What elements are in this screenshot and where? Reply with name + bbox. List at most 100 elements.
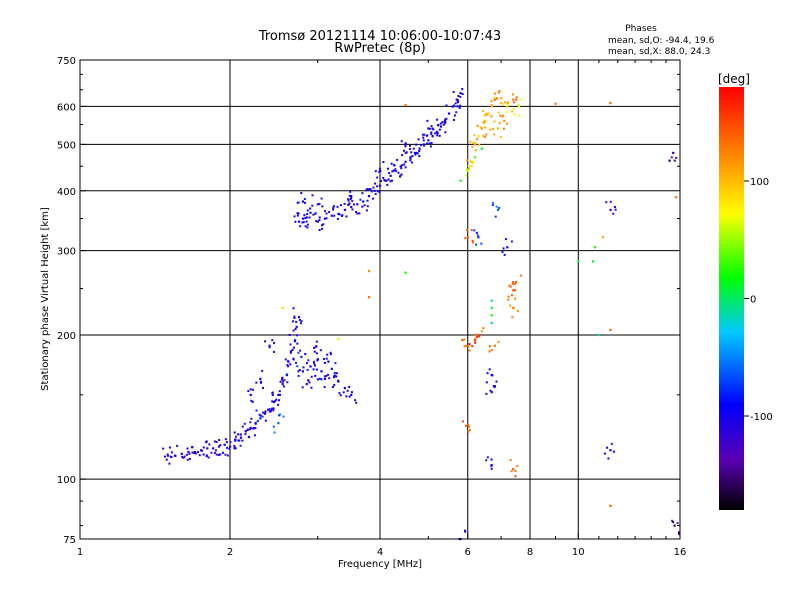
data-point: [493, 96, 496, 99]
data-point: [474, 337, 477, 340]
data-point: [333, 374, 336, 377]
data-point: [365, 209, 368, 212]
data-point: [490, 464, 493, 467]
data-point: [409, 157, 412, 160]
data-point: [350, 197, 353, 200]
data-point: [215, 440, 218, 443]
data-point: [296, 365, 299, 368]
data-point: [474, 149, 477, 152]
data-point: [412, 147, 415, 150]
data-point: [378, 170, 381, 173]
data-point: [327, 360, 330, 363]
data-point: [491, 374, 494, 377]
data-point: [348, 395, 351, 398]
data-point: [390, 162, 393, 165]
data-point: [366, 205, 369, 208]
data-point: [468, 425, 471, 428]
data-point: [304, 353, 307, 356]
data-point: [340, 215, 343, 218]
data-point: [609, 200, 612, 203]
data-point: [194, 452, 197, 455]
data-point: [471, 160, 474, 163]
data-point: [213, 451, 216, 454]
data-point: [468, 349, 471, 352]
data-point: [391, 170, 394, 173]
data-point: [445, 104, 448, 107]
data-point: [279, 413, 282, 416]
data-point: [229, 440, 232, 443]
data-point: [189, 457, 192, 460]
x-tick-label: 16: [674, 547, 687, 558]
data-point: [323, 361, 326, 364]
data-point: [316, 203, 319, 206]
data-point: [315, 340, 318, 343]
data-point: [490, 314, 493, 317]
data-point: [466, 169, 469, 173]
data-point: [396, 158, 399, 161]
data-point: [202, 453, 205, 456]
data-point: [336, 217, 339, 220]
data-point: [478, 335, 481, 338]
data-point: [288, 333, 291, 336]
data-point: [284, 358, 287, 361]
data-point: [461, 339, 464, 342]
data-point: [277, 403, 280, 406]
data-point: [485, 459, 488, 462]
data-point: [453, 104, 456, 107]
data-point: [409, 159, 412, 162]
data-point: [297, 374, 300, 377]
data-point: [180, 452, 183, 455]
data-point: [229, 445, 232, 448]
data-point: [346, 389, 349, 392]
data-point: [486, 456, 489, 459]
data-point: [332, 376, 335, 379]
data-point: [609, 449, 612, 452]
data-point: [470, 229, 473, 232]
data-point: [247, 435, 250, 438]
data-point: [502, 247, 505, 250]
data-point: [506, 105, 509, 108]
data-point: [289, 350, 293, 353]
data-point: [386, 183, 389, 186]
data-point: [474, 341, 477, 344]
data-point: [213, 440, 216, 443]
data-point: [403, 149, 406, 152]
data-point: [399, 174, 402, 177]
data-point: [305, 216, 308, 219]
data-point: [367, 296, 371, 299]
data-point: [323, 377, 327, 380]
data-point: [512, 107, 515, 110]
data-point: [503, 119, 506, 122]
data-point: [351, 208, 354, 211]
data-point: [224, 438, 227, 441]
data-point: [475, 231, 478, 234]
y-tick-label: 750: [57, 56, 76, 67]
data-point: [363, 204, 366, 207]
data-point: [238, 439, 241, 442]
data-point: [187, 450, 190, 454]
y-tick-label: 200: [57, 331, 76, 342]
data-point: [426, 119, 429, 122]
data-point: [348, 385, 351, 388]
data-point: [361, 192, 364, 195]
data-point: [289, 351, 292, 354]
data-point: [291, 348, 294, 351]
data-point: [293, 317, 296, 320]
data-point: [300, 355, 303, 359]
data-point: [356, 212, 359, 215]
data-point: [342, 391, 345, 394]
data-point: [170, 456, 173, 459]
data-point: [310, 375, 313, 378]
data-point: [609, 328, 612, 332]
data-point: [493, 385, 496, 388]
stats-heading: Phases: [625, 24, 657, 34]
data-point: [511, 93, 514, 96]
data-point: [454, 102, 457, 105]
data-point: [208, 443, 211, 446]
data-point: [451, 105, 455, 108]
data-point: [281, 377, 284, 380]
data-point: [394, 169, 397, 173]
data-point: [473, 339, 477, 342]
data-point: [614, 208, 617, 211]
data-point: [473, 134, 476, 137]
